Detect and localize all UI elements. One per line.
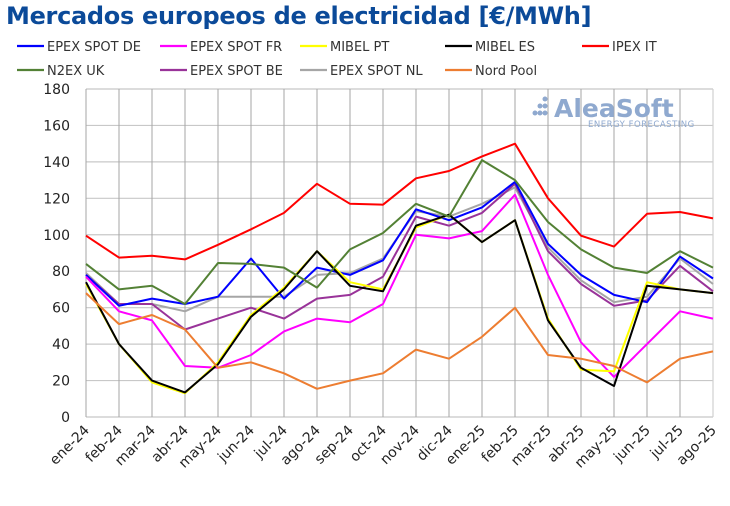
x-tick-label: jun-25 [610,423,653,466]
series-line-epex-spot-de [85,180,714,307]
chart-title: Mercados europeos de electricidad [€/MWh… [6,2,592,30]
series-line-mibel-es [85,213,714,394]
x-tick-label: ene-24 [47,422,93,468]
x-tick-label: jun-24 [214,422,258,466]
legend-label: MIBEL ES [475,40,535,55]
series-line-epex-spot-fr [85,193,714,378]
legend-label: EPEX SPOT FR [190,40,282,55]
y-tick-label: 180 [43,82,70,98]
legend-label: MIBEL PT [330,40,389,55]
y-tick-label: 0 [61,410,70,426]
y-tick-label: 20 [52,374,70,390]
y-tick-label: 100 [43,228,70,244]
y-tick-label: 40 [52,337,70,353]
y-tick-label: 160 [43,118,70,134]
y-tick-label: 140 [43,155,70,171]
y-tick-label: 60 [52,301,70,317]
series-line-nord-pool [85,292,714,390]
legend-label: IPEX IT [612,40,657,55]
legend-label: Nord Pool [475,64,537,79]
series-line-epex-spot-nl [85,186,714,313]
watermark-text: AleaSoft [554,94,674,123]
series-line-epex-spot-be [85,182,714,331]
legend-label: EPEX SPOT DE [47,40,141,55]
y-tick-label: 120 [43,191,70,207]
series-line-n2ex-uk [85,159,714,305]
watermark-subtext: ENERGY FORECASTING [588,120,695,130]
series-line-ipex-it [85,142,714,261]
legend-label: EPEX SPOT BE [190,64,283,79]
legend-label: N2EX UK [47,64,105,79]
aleasoft-logo [532,96,548,116]
y-tick-label: 80 [52,264,70,280]
legend-label: EPEX SPOT NL [330,64,423,79]
